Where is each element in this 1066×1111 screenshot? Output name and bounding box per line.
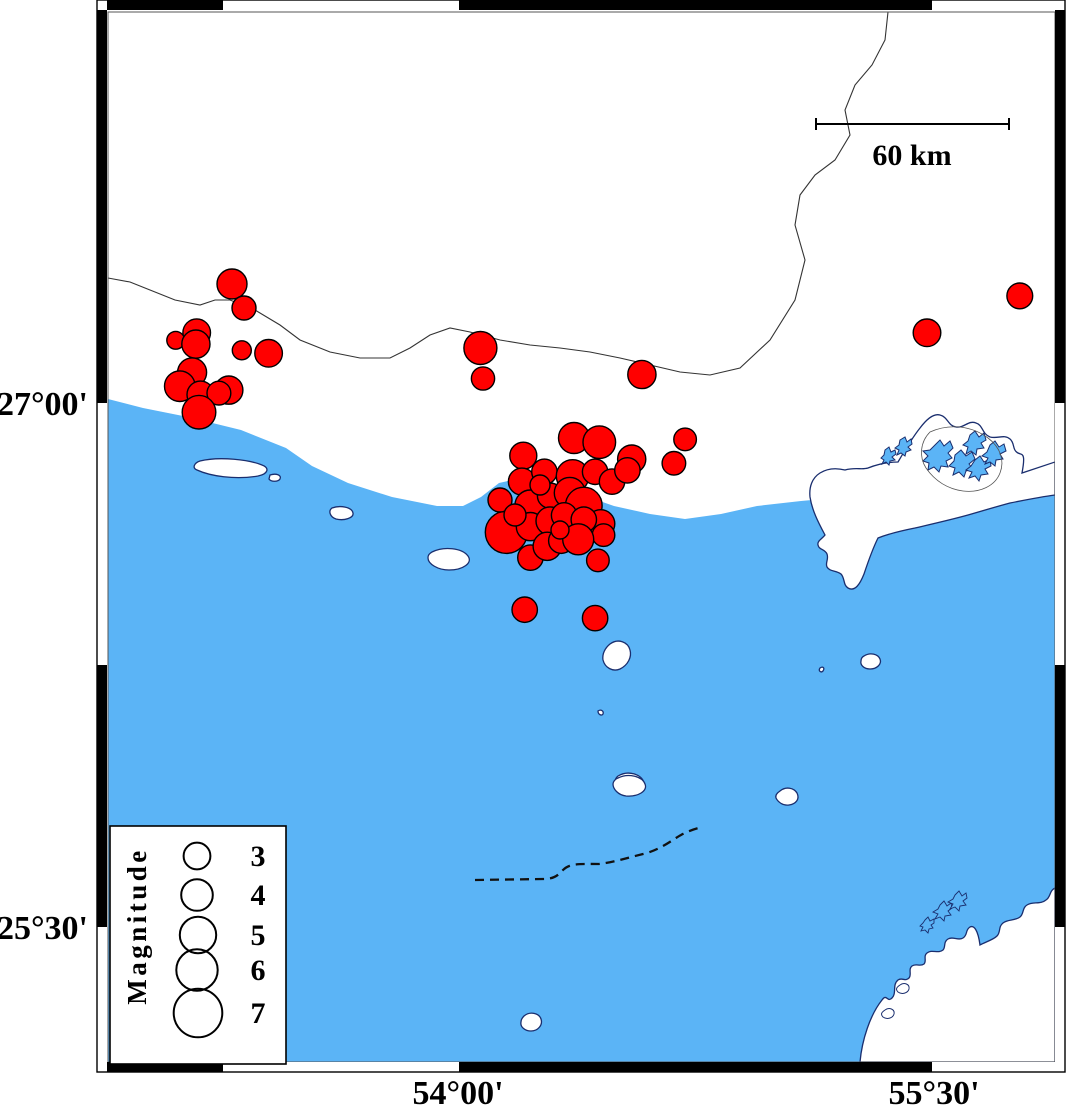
svg-text:27°00': 27°00' xyxy=(0,386,88,423)
svg-text:7: 7 xyxy=(251,997,266,1030)
svg-text:54°00': 54°00' xyxy=(412,1075,503,1111)
svg-text:6: 6 xyxy=(251,954,266,987)
svg-text:3: 3 xyxy=(251,840,266,873)
svg-text:25°30': 25°30' xyxy=(0,910,88,947)
svg-text:4: 4 xyxy=(251,879,266,912)
svg-text:5: 5 xyxy=(251,919,266,952)
svg-text:55°30': 55°30' xyxy=(888,1075,979,1111)
svg-text:60 km: 60 km xyxy=(872,139,951,172)
svg-text:Magnitude: Magnitude xyxy=(122,847,152,1005)
